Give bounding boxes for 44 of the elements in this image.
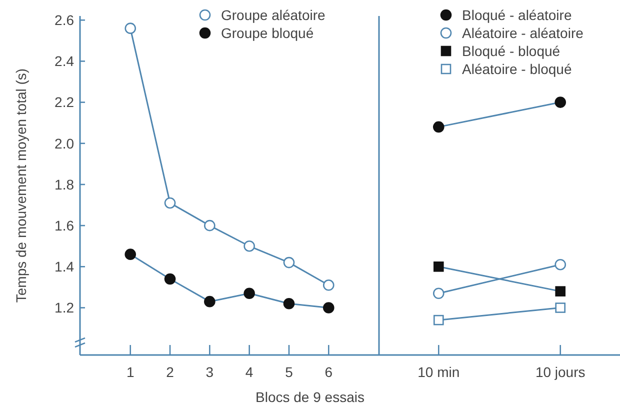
point [555,286,566,296]
point [283,298,295,310]
point [322,279,334,291]
x-tick-label: 10 min [418,364,460,380]
x-axis-title: Blocs de 9 essais [256,389,364,405]
point [433,314,444,326]
legend-label: Aléatoire - aléatoire [462,24,584,41]
point [432,121,444,133]
y-tick-label: 2.0 [54,135,74,152]
point [244,240,255,252]
y-axis-title: Temps de mouvement moyen total (s) [13,68,29,303]
y-tick-label: 2.4 [54,53,74,70]
x-tick-label: 3 [206,364,214,380]
point [554,258,566,270]
y-tick-label: 2.2 [54,94,74,110]
point [432,288,444,300]
legend-label: Bloqué - bloqué [462,42,560,59]
point [164,197,176,209]
x-tick-label: 2 [166,364,174,380]
x-tick-label: 4 [245,364,254,380]
legend-label: Groupe aléatoire [221,6,326,23]
y-tick-label: 1.4 [54,258,74,275]
x-tick-label: 6 [324,364,333,380]
point [164,273,176,285]
x-tick-label: 1 [126,364,134,380]
legend-label: Bloqué - aléatoire [462,6,572,23]
point [204,220,216,232]
point [283,256,295,268]
point [244,288,255,300]
y-tick-label: 2.6 [54,12,74,28]
point [433,262,444,272]
y-tick-label: 1.6 [54,217,74,234]
x-tick-label: 5 [285,364,294,380]
point [322,302,334,314]
legend-label: Aléatoire - bloqué [462,60,572,77]
x-tick-label: 10 jours [535,364,586,380]
y-tick-label: 1.8 [54,176,74,192]
legend-label: Groupe bloqué [221,24,314,41]
point [124,248,136,260]
point [554,96,566,108]
y-tick-label: 1.2 [54,300,74,316]
point [124,22,136,34]
point [204,296,216,308]
point [555,302,566,313]
